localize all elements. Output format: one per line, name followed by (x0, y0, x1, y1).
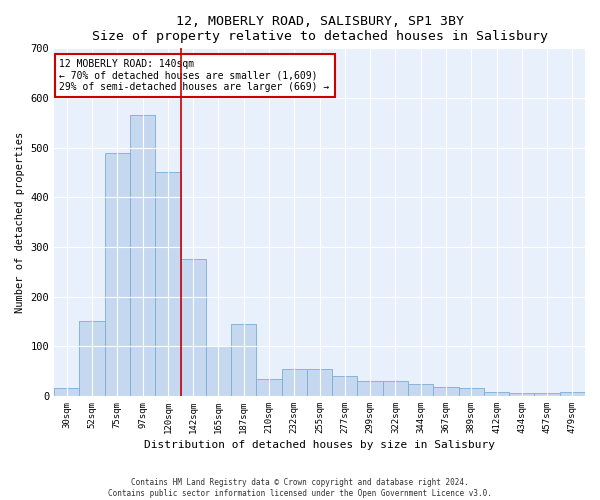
Bar (307, 368, 332, 396)
Text: Contains HM Land Registry data © Crown copyright and database right 2024.
Contai: Contains HM Land Registry data © Crown c… (108, 478, 492, 498)
Bar (206, 346, 231, 396)
Bar (79, 322, 105, 396)
Bar (484, 392, 509, 396)
Bar (105, 152, 130, 396)
Bar (332, 376, 358, 396)
Bar (535, 394, 560, 396)
Bar (509, 394, 535, 396)
Bar (358, 381, 383, 396)
Bar (383, 381, 408, 396)
Bar (256, 378, 281, 396)
Bar (231, 324, 256, 396)
Bar (560, 392, 585, 396)
Bar (130, 116, 155, 396)
Title: 12, MOBERLY ROAD, SALISBURY, SP1 3BY
Size of property relative to detached house: 12, MOBERLY ROAD, SALISBURY, SP1 3BY Siz… (92, 15, 548, 43)
Bar (155, 172, 181, 396)
Bar (181, 260, 206, 396)
Text: 12 MOBERLY ROAD: 140sqm
← 70% of detached houses are smaller (1,609)
29% of semi: 12 MOBERLY ROAD: 140sqm ← 70% of detache… (59, 59, 330, 92)
Bar (281, 368, 307, 396)
X-axis label: Distribution of detached houses by size in Salisbury: Distribution of detached houses by size … (144, 440, 495, 450)
Bar (433, 387, 458, 396)
Bar (54, 388, 79, 396)
Y-axis label: Number of detached properties: Number of detached properties (15, 132, 25, 313)
Bar (458, 388, 484, 396)
Bar (408, 384, 433, 396)
